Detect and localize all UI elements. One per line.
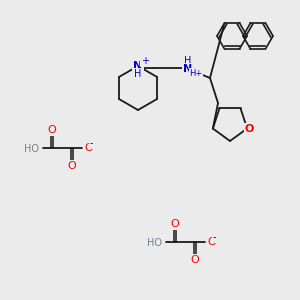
Text: +: +	[141, 56, 149, 66]
Text: O: O	[171, 219, 179, 229]
Text: O: O	[244, 124, 254, 134]
Text: O: O	[48, 125, 56, 135]
Text: -: -	[213, 232, 217, 242]
Text: H: H	[134, 69, 142, 79]
Text: H+: H+	[189, 68, 203, 77]
Text: -: -	[90, 138, 94, 148]
Text: O: O	[68, 161, 76, 171]
Text: H: H	[184, 56, 192, 66]
Text: O: O	[207, 237, 216, 247]
Text: HO: HO	[147, 238, 162, 248]
Text: HO: HO	[24, 144, 39, 154]
Text: O: O	[190, 255, 200, 265]
Text: N: N	[183, 64, 193, 74]
Text: O: O	[84, 143, 93, 153]
Text: N: N	[134, 61, 142, 71]
